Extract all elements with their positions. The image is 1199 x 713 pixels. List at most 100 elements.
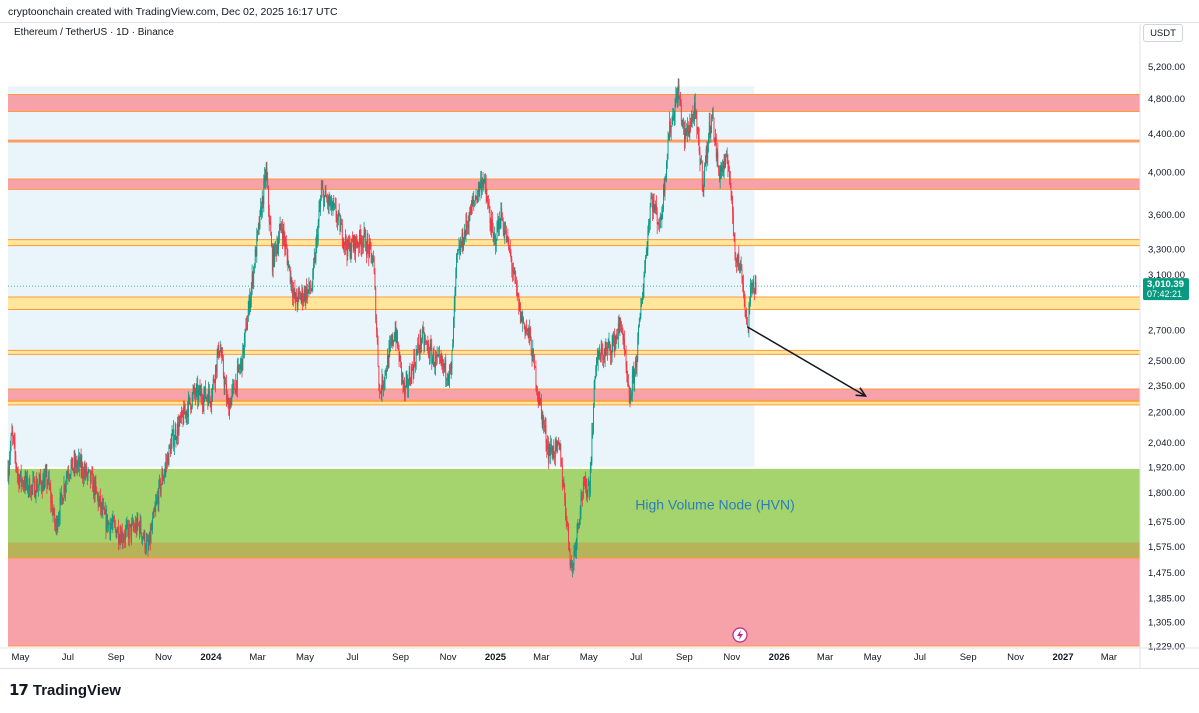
candle-body: [114, 523, 116, 528]
candle-body: [558, 444, 560, 449]
candle-body: [382, 376, 384, 389]
hvn-label: High Volume Node (HVN): [635, 497, 795, 513]
candle-body: [665, 176, 667, 181]
candle-body: [503, 230, 505, 236]
candle-body: [30, 495, 31, 497]
candle-body: [401, 362, 402, 378]
currency-button[interactable]: USDT: [1143, 24, 1183, 42]
candle-body: [642, 298, 643, 304]
candle-body: [56, 518, 58, 530]
candle-body: [51, 500, 53, 515]
candle-body: [518, 295, 520, 311]
candle-body: [458, 246, 460, 250]
candle-body: [173, 440, 175, 447]
candle-body: [228, 403, 230, 416]
candle-body: [654, 207, 656, 210]
candle-body: [53, 509, 55, 514]
tradingview-logo[interactable]: 17 TradingView: [9, 681, 121, 699]
candle-body: [388, 347, 390, 367]
time-axis-tick: Nov: [723, 652, 740, 663]
candle-body: [198, 390, 199, 400]
candle-body: [527, 328, 529, 330]
candle-body: [21, 480, 23, 484]
projection-arrow-head[interactable]: [855, 387, 868, 397]
candle-body: [212, 385, 213, 398]
candle-body: [621, 325, 622, 331]
projection-arrow-line[interactable]: [746, 326, 866, 397]
candle-body: [273, 248, 275, 266]
price-axis-tick: 1,229.00: [1148, 642, 1185, 653]
candle-body: [122, 540, 124, 542]
candle-body: [61, 492, 63, 497]
candle-body: [20, 471, 21, 479]
candle-body: [385, 370, 387, 373]
candle-body: [182, 415, 184, 424]
candle-body: [446, 378, 448, 381]
candle-body: [579, 511, 581, 520]
candle-body: [333, 201, 335, 206]
candle-body: [589, 470, 591, 494]
candle-body: [72, 457, 73, 471]
candle-body: [612, 341, 614, 344]
time-axis-tick: Sep: [676, 652, 693, 663]
candle-body: [625, 352, 627, 368]
candle-body: [707, 142, 709, 159]
candle-body: [48, 476, 50, 487]
candle-body: [250, 297, 251, 309]
candle-body: [499, 227, 501, 228]
candle-body: [176, 438, 178, 441]
candle-body: [645, 257, 646, 266]
candle-body: [419, 334, 421, 352]
candle-body: [9, 447, 11, 459]
candle-body: [38, 481, 40, 485]
candle-body: [76, 465, 78, 469]
candle-body: [588, 483, 590, 485]
candle-body: [268, 208, 270, 223]
candle-body: [69, 475, 70, 477]
candle-body: [83, 468, 85, 479]
candle-body: [551, 444, 552, 452]
candle-body: [99, 496, 101, 500]
candle-body: [31, 485, 33, 487]
candle-body: [101, 502, 103, 512]
candle-body: [523, 323, 525, 325]
candle-body: [423, 331, 425, 346]
candle-body: [466, 220, 468, 227]
candle-body: [341, 223, 342, 225]
candle-body: [19, 478, 21, 487]
candle-body: [638, 317, 640, 328]
candle-body: [177, 423, 179, 435]
candle-body: [148, 544, 150, 548]
candle-body: [514, 269, 516, 276]
candle-body: [656, 211, 658, 225]
candle-body: [495, 235, 496, 246]
candle-body: [596, 357, 597, 369]
candle-body: [750, 287, 751, 303]
candle-body: [561, 464, 562, 466]
candle-body: [481, 179, 482, 191]
candle-body: [512, 271, 514, 274]
candle-body: [449, 365, 451, 378]
candle-body: [477, 194, 478, 201]
candle-body: [565, 499, 566, 514]
candle-body: [433, 351, 435, 367]
candle-body: [498, 219, 500, 228]
candle-body: [453, 305, 455, 319]
candle-body: [414, 357, 416, 365]
candle-body: [509, 247, 510, 249]
candle-body: [519, 303, 520, 311]
candle-body: [595, 368, 597, 377]
candle-body: [83, 475, 84, 479]
candle-body: [348, 239, 349, 248]
candle-body: [730, 185, 732, 192]
candle-body: [187, 410, 188, 418]
candle-body: [404, 386, 406, 395]
candle-body: [736, 258, 737, 263]
candle-body: [78, 457, 80, 462]
candle-body: [41, 488, 43, 492]
candle-body: [240, 364, 241, 370]
candle-body: [739, 262, 741, 272]
candle-body: [108, 521, 110, 524]
candle-body: [738, 254, 740, 266]
